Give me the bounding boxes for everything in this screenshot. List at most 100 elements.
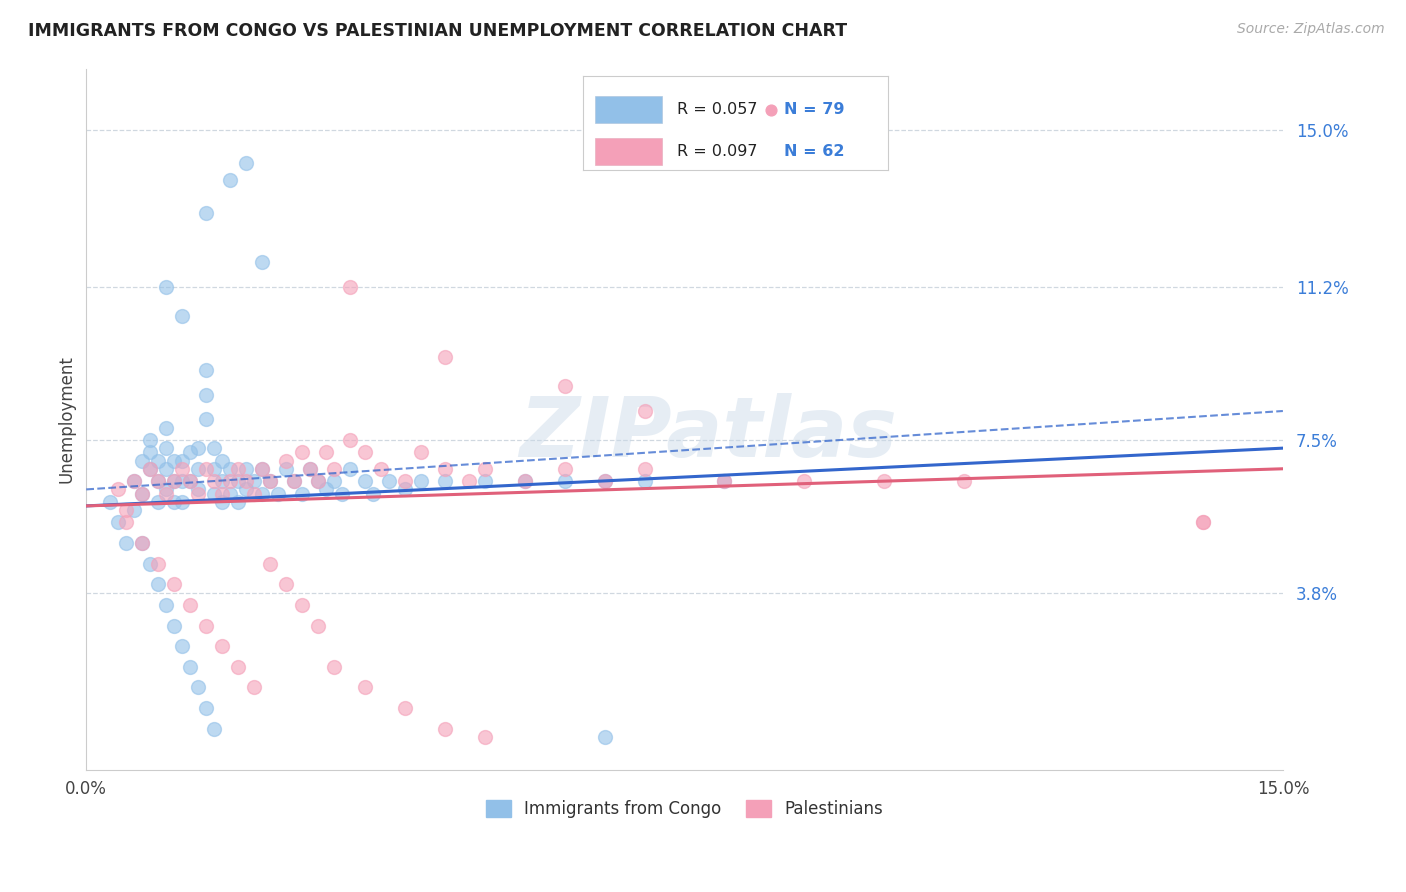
Point <box>139 462 162 476</box>
Point <box>179 474 201 488</box>
Point <box>434 351 457 365</box>
Point <box>474 730 496 744</box>
Point <box>713 474 735 488</box>
Point <box>194 701 217 715</box>
Point <box>179 474 201 488</box>
Point <box>194 363 217 377</box>
Point <box>155 483 177 497</box>
Point <box>354 445 377 459</box>
Y-axis label: Unemployment: Unemployment <box>58 355 75 483</box>
Point <box>115 516 138 530</box>
Point <box>243 681 266 695</box>
Point <box>146 453 169 467</box>
Point <box>155 462 177 476</box>
Point <box>219 474 242 488</box>
Point <box>155 420 177 434</box>
Point <box>146 577 169 591</box>
Point <box>155 441 177 455</box>
Point <box>298 462 321 476</box>
Point <box>370 462 392 476</box>
Point <box>202 441 225 455</box>
Point <box>131 486 153 500</box>
Point <box>250 462 273 476</box>
Point <box>194 206 217 220</box>
Point <box>163 453 186 467</box>
Point <box>122 474 145 488</box>
Point <box>170 453 193 467</box>
Point <box>187 681 209 695</box>
Point <box>146 474 169 488</box>
Point <box>179 598 201 612</box>
Point <box>170 639 193 653</box>
Point <box>283 474 305 488</box>
Point <box>146 474 169 488</box>
Point <box>226 495 249 509</box>
Point <box>163 474 186 488</box>
Point <box>339 462 361 476</box>
Point <box>513 474 536 488</box>
Point <box>115 536 138 550</box>
Point <box>226 660 249 674</box>
Point <box>211 486 233 500</box>
Point <box>219 173 242 187</box>
Point <box>194 387 217 401</box>
Point <box>322 660 344 674</box>
Point <box>139 557 162 571</box>
Point <box>211 495 233 509</box>
Point <box>163 618 186 632</box>
Point <box>107 516 129 530</box>
Point <box>1192 516 1215 530</box>
Point <box>259 557 281 571</box>
Point <box>146 557 169 571</box>
Point <box>873 474 896 488</box>
Point <box>131 536 153 550</box>
Point <box>291 598 314 612</box>
Point <box>131 453 153 467</box>
Point <box>793 474 815 488</box>
Point <box>194 618 217 632</box>
Point <box>163 495 186 509</box>
Point <box>219 462 242 476</box>
Point <box>315 445 337 459</box>
Point <box>187 483 209 497</box>
Point <box>354 474 377 488</box>
Point <box>155 280 177 294</box>
Point <box>554 462 576 476</box>
Point <box>211 639 233 653</box>
Point <box>283 474 305 488</box>
Point <box>298 462 321 476</box>
Point <box>554 474 576 488</box>
Point <box>315 483 337 497</box>
Text: Source: ZipAtlas.com: Source: ZipAtlas.com <box>1237 22 1385 37</box>
Point <box>131 536 153 550</box>
Point <box>170 309 193 323</box>
Point <box>307 474 329 488</box>
Point <box>330 486 353 500</box>
Point <box>952 474 974 488</box>
Point <box>235 156 257 170</box>
Point <box>243 486 266 500</box>
Point <box>274 577 297 591</box>
Point <box>115 503 138 517</box>
Point <box>98 495 121 509</box>
Point <box>291 486 314 500</box>
Point <box>131 486 153 500</box>
Point <box>187 486 209 500</box>
Point <box>107 483 129 497</box>
Point <box>291 445 314 459</box>
Point <box>634 462 657 476</box>
Point <box>1192 516 1215 530</box>
Point <box>202 486 225 500</box>
Point <box>634 404 657 418</box>
Point <box>202 474 225 488</box>
Point <box>259 474 281 488</box>
Point <box>179 445 201 459</box>
Point <box>307 474 329 488</box>
Point <box>363 486 385 500</box>
Point <box>250 255 273 269</box>
Point <box>354 681 377 695</box>
Point <box>202 462 225 476</box>
Point <box>434 722 457 736</box>
Point <box>394 701 416 715</box>
Point <box>267 486 290 500</box>
